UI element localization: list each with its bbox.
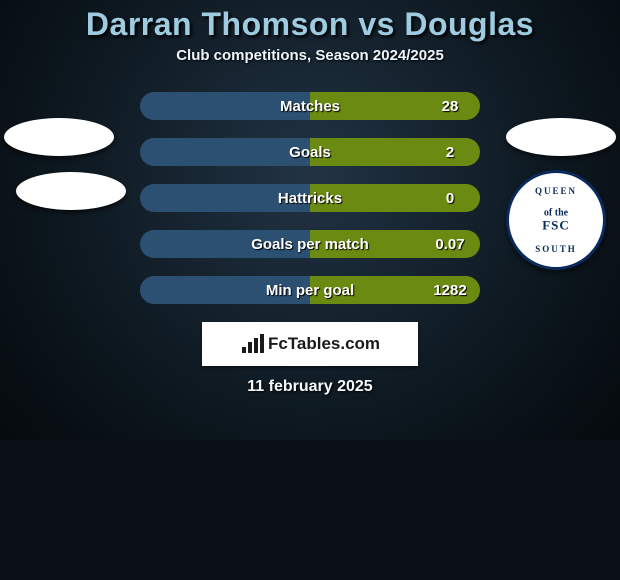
comparison-card: Darran Thomson vs Douglas Club competiti… <box>0 0 620 440</box>
stat-right-value: 0.07 <box>420 236 480 253</box>
stat-row: Goals per match0.07 <box>140 230 480 258</box>
brand-badge: FcTables.com <box>202 322 418 366</box>
player2-club-crest: QUEEN of the FSC SOUTH <box>506 170 606 270</box>
brand-bars-icon <box>240 333 266 355</box>
stat-row: Min per goal1282 <box>140 276 480 304</box>
player1-photo-slot <box>4 118 114 156</box>
player1-club-slot <box>16 172 126 210</box>
stat-right-value: 1282 <box>420 282 480 299</box>
stat-row: Hattricks0 <box>140 184 480 212</box>
stat-row: Matches28 <box>140 92 480 120</box>
stat-label: Goals <box>200 144 420 161</box>
page-title: Darran Thomson vs Douglas <box>0 6 620 43</box>
crest-center: of the FSC <box>542 207 570 232</box>
brand-name: FcTables.com <box>268 334 380 354</box>
date-stamp: 11 february 2025 <box>0 378 620 396</box>
stat-label: Hattricks <box>200 190 420 207</box>
stat-right-value: 28 <box>420 98 480 115</box>
stat-right-value: 0 <box>420 190 480 207</box>
crest-word-top: QUEEN <box>516 186 596 196</box>
stat-label: Min per goal <box>200 282 420 299</box>
stat-row: Goals2 <box>140 138 480 166</box>
crest-word-bottom: SOUTH <box>516 244 596 254</box>
stat-label: Matches <box>200 98 420 115</box>
stat-label: Goals per match <box>200 236 420 253</box>
player2-photo-slot <box>506 118 616 156</box>
stat-rows-container: Matches28 Goals2 Hattricks0 Goals per match… <box>140 92 480 304</box>
stat-right-value: 2 <box>420 144 480 161</box>
crest-monogram: FSC <box>542 218 570 232</box>
page-subtitle: Club competitions, Season 2024/2025 <box>0 47 620 64</box>
